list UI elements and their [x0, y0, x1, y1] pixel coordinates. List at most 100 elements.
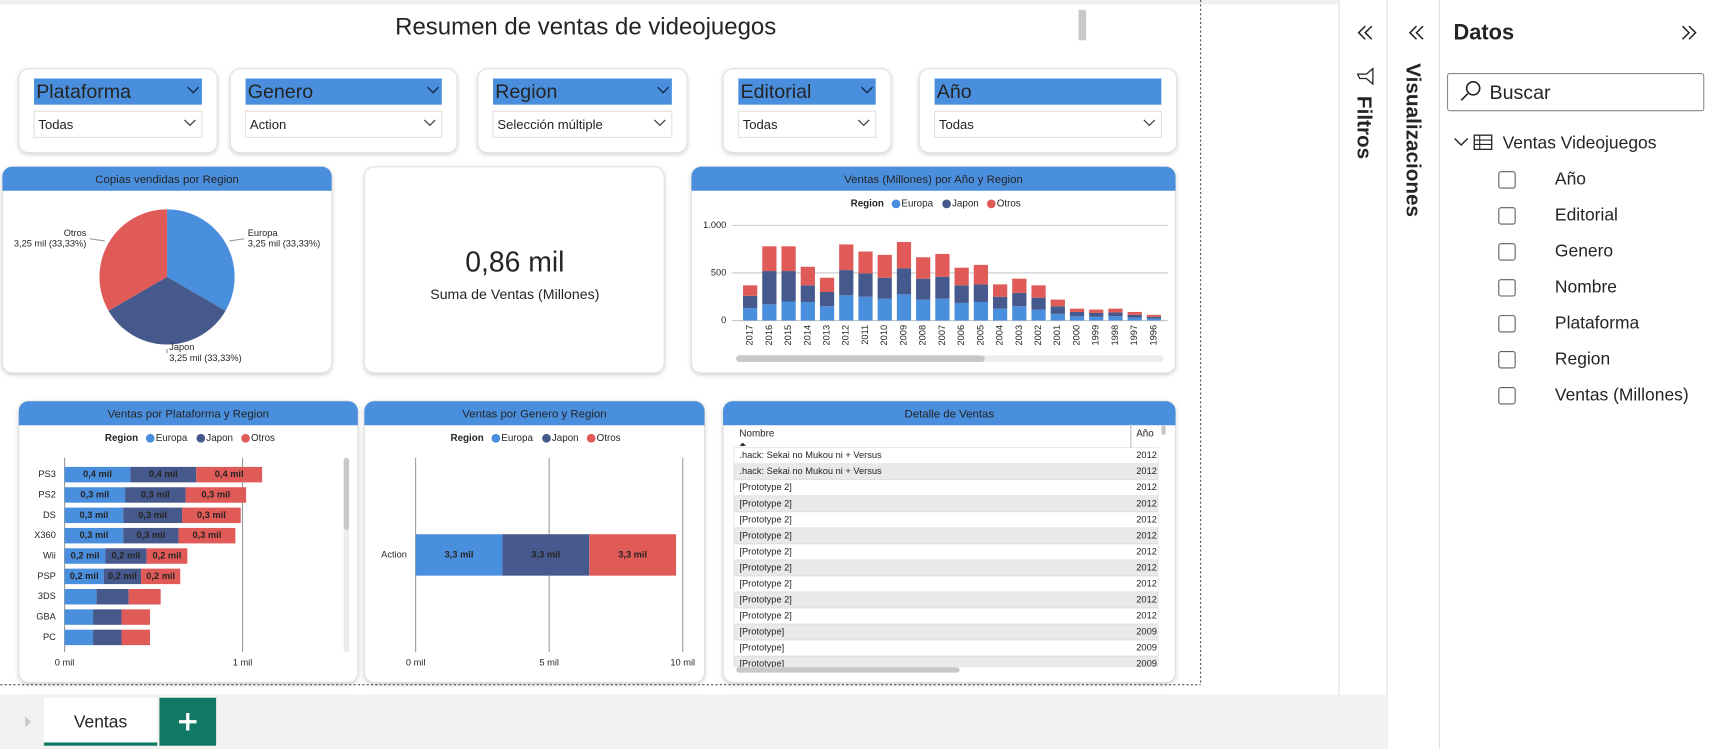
legend-label[interactable]: Europa [156, 433, 188, 444]
x-tick-label: 2009 [898, 325, 908, 346]
slicer-value: Action [250, 117, 286, 132]
slicer-header-highlight [245, 78, 442, 105]
search-box[interactable] [1447, 73, 1705, 112]
bar-segment [877, 298, 892, 321]
column-header[interactable]: Año [1136, 429, 1154, 440]
bar-segment [819, 306, 835, 321]
scrollbar-thumb[interactable] [736, 667, 960, 673]
slicer-dropdown[interactable] [934, 110, 1162, 138]
expand-filters-icon[interactable] [1357, 25, 1373, 40]
field-checkbox[interactable] [1498, 279, 1516, 297]
bar-segment [1069, 308, 1085, 312]
legend-swatch [241, 433, 250, 443]
legend-label[interactable]: Europa [901, 198, 933, 209]
slicer-dropdown[interactable] [245, 110, 443, 138]
field-checkbox[interactable] [1498, 315, 1516, 333]
bar-segment [916, 299, 931, 321]
x-tick-label: 5 mil [539, 657, 559, 667]
table-cell: .hack: Sekai no Mukou ni + Versus [739, 466, 882, 476]
table-cell: 2012 [1136, 498, 1157, 508]
field-name[interactable]: Plataforma [1555, 312, 1640, 332]
data-label: 0,3 mil [141, 489, 170, 499]
table-row [733, 527, 1159, 545]
scrollbar-thumb[interactable] [736, 355, 985, 362]
field-checkbox[interactable] [1498, 243, 1516, 261]
tab-bar [0, 694, 1388, 749]
field-name[interactable]: Nombre [1555, 276, 1617, 296]
field-checkbox[interactable] [1498, 171, 1516, 189]
data-label: 0,2 mil [152, 550, 181, 560]
y-tick-label: PSP [37, 571, 56, 581]
bar-segment [96, 588, 129, 605]
field-checkbox[interactable] [1498, 351, 1516, 369]
table-row [733, 639, 1159, 657]
bar-segment [858, 273, 873, 297]
tab[interactable] [43, 697, 158, 746]
bar-segment [146, 548, 188, 564]
table-row [733, 575, 1159, 593]
field-name[interactable]: Editorial [1555, 204, 1618, 224]
tab-nav-icon[interactable] [25, 716, 31, 728]
tab-label[interactable]: Ventas [74, 711, 128, 731]
search-placeholder[interactable]: Buscar [1490, 82, 1552, 104]
bar-segment [954, 267, 969, 286]
slicer-dropdown[interactable] [33, 110, 203, 138]
field-name[interactable]: Region [1555, 348, 1610, 368]
expand-icon[interactable] [1454, 137, 1469, 147]
legend-label[interactable]: Otros [597, 433, 621, 444]
bar-segment [64, 487, 126, 503]
data-label: 0,3 mil [80, 510, 109, 520]
field-checkbox[interactable] [1498, 387, 1516, 405]
table-cell: [Prototype 2] [739, 610, 791, 620]
bar-segment [1146, 318, 1162, 321]
x-tick-label: 1996 [1148, 325, 1158, 346]
data-label: 0,3 mil [201, 489, 230, 499]
x-tick-label: 2013 [822, 325, 832, 346]
bar-segment [1108, 316, 1123, 321]
bar-segment [839, 295, 854, 321]
legend-label[interactable]: Otros [997, 198, 1021, 209]
legend-label[interactable]: Japon [952, 198, 979, 209]
data-label: 0,4 mil [83, 469, 112, 479]
bar-segment [1050, 313, 1065, 321]
slice-value-label: 3,25 mil (33,33%) [14, 239, 87, 249]
filters-pane-label[interactable]: Filtros [1353, 96, 1376, 159]
legend-label[interactable]: Otros [251, 433, 275, 444]
legend-label[interactable]: Japon [552, 433, 579, 444]
data-table-name[interactable]: Ventas Videojuegos [1503, 133, 1657, 153]
x-tick-label: 0 mil [406, 657, 426, 667]
field-checkbox[interactable] [1498, 207, 1516, 225]
table-cell: [Prototype 2] [739, 530, 791, 540]
y-tick-label: GBA [36, 612, 56, 622]
bar-segment [992, 308, 1008, 321]
scrollbar-thumb[interactable] [1161, 425, 1166, 436]
slicer-dropdown[interactable] [492, 110, 673, 138]
legend-label[interactable]: Europa [501, 433, 533, 444]
collapse-data-icon[interactable] [1681, 25, 1697, 40]
bar-segment [877, 277, 892, 299]
x-tick-label: 1997 [1129, 325, 1139, 346]
slicer-dropdown[interactable] [737, 110, 877, 138]
slicer-value: Selección múltiple [497, 117, 602, 132]
field-name[interactable]: Año [1555, 169, 1586, 189]
scrollbar[interactable] [1078, 9, 1087, 41]
data-label: 0,2 mil [146, 571, 175, 581]
y-tick-label: Action [381, 549, 407, 559]
data-label: 3,3 mil [618, 549, 647, 559]
slicer-label: Editorial [741, 81, 812, 103]
bar-segment [1089, 316, 1104, 321]
column-header[interactable]: Nombre [739, 429, 774, 440]
table-cell: [Prototype 2] [739, 546, 791, 556]
visualizations-pane-label[interactable]: Visualizaciones [1402, 63, 1425, 217]
field-name[interactable]: Genero [1555, 240, 1613, 260]
field-name[interactable]: Ventas (Millones) [1555, 384, 1689, 404]
bar-segment [121, 629, 150, 646]
expand-visualizations-icon[interactable] [1408, 25, 1424, 40]
pie-slice [108, 276, 226, 345]
legend-label[interactable]: Japon [206, 433, 233, 444]
table-cell: 2009 [1136, 642, 1157, 652]
legend-swatch [891, 199, 901, 209]
table-icon [1474, 135, 1492, 150]
scrollbar-thumb[interactable] [343, 457, 350, 530]
x-tick-label: 2000 [1071, 325, 1081, 346]
